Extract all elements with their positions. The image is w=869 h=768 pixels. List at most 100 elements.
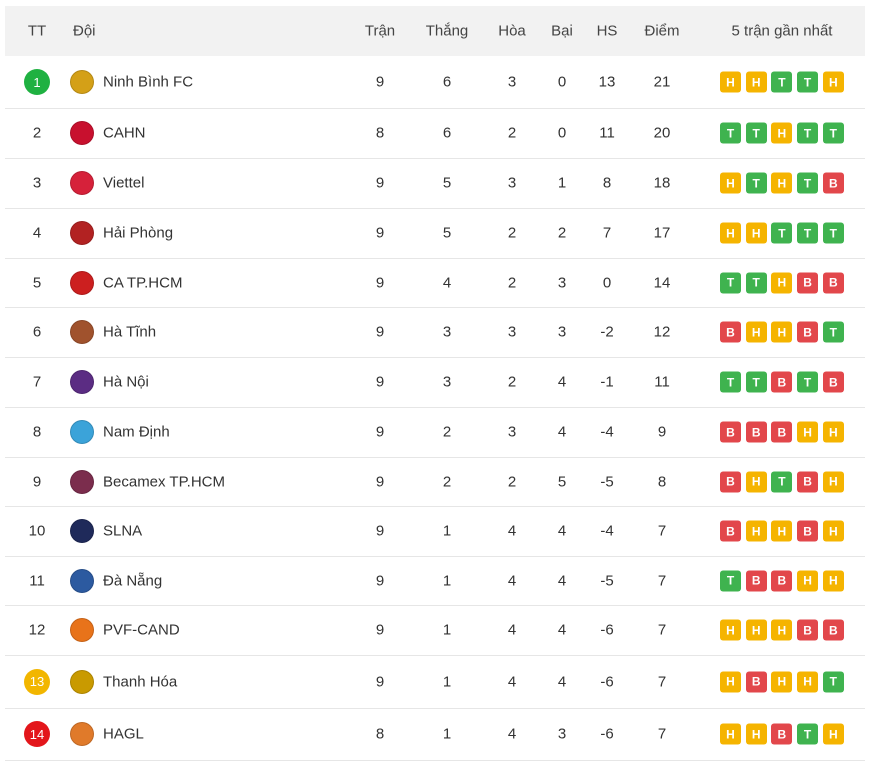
gd: -6 xyxy=(600,725,614,743)
form-result: H xyxy=(797,671,819,692)
form-result: B xyxy=(720,321,741,343)
form-result: H xyxy=(822,71,844,93)
header-played: Trận xyxy=(364,22,396,40)
form-result: H xyxy=(822,421,844,443)
points: 14 xyxy=(653,274,671,291)
form-result: T xyxy=(771,71,793,93)
team-name: SLNA xyxy=(103,522,143,540)
lost: 4 xyxy=(557,621,567,639)
form-result: B xyxy=(822,172,844,194)
rank-badge: 1 xyxy=(24,69,50,95)
drawn: 2 xyxy=(507,124,517,142)
drawn: 3 xyxy=(507,423,517,441)
won: 2 xyxy=(442,473,452,490)
team-name: CA TP.HCM xyxy=(103,274,183,291)
lost: 0 xyxy=(557,73,567,91)
points: 11 xyxy=(654,373,670,391)
form-result: B xyxy=(771,570,793,591)
drawn: 4 xyxy=(507,522,517,540)
form-result: B xyxy=(797,272,819,293)
gd: 7 xyxy=(602,224,612,242)
form-result: H xyxy=(745,471,767,492)
header-points: Điểm xyxy=(644,22,680,40)
form-result: B xyxy=(720,421,741,443)
points: 7 xyxy=(657,572,667,589)
row-separator xyxy=(5,158,865,159)
points: 8 xyxy=(657,473,667,490)
form-result: H xyxy=(720,71,741,93)
form-result: T xyxy=(797,172,819,194)
team-logo xyxy=(70,618,94,642)
form-result: H xyxy=(720,619,741,641)
form-result: T xyxy=(797,723,819,745)
team-name: Hà Nội xyxy=(103,373,149,391)
team-name: Becamex TP.HCM xyxy=(103,473,225,490)
lost: 5 xyxy=(557,473,567,490)
team-logo xyxy=(70,519,94,543)
header-lost: Bại xyxy=(551,22,573,40)
lost: 3 xyxy=(557,274,567,291)
form-result: T xyxy=(745,172,767,194)
drawn: 2 xyxy=(507,473,517,490)
points: 17 xyxy=(653,224,671,242)
rank: 8 xyxy=(32,423,42,441)
row-separator xyxy=(5,357,865,358)
form-result: H xyxy=(745,723,767,745)
team-name: Viettel xyxy=(103,174,145,192)
form-result: H xyxy=(797,570,819,591)
team-logo xyxy=(70,221,94,245)
rank: 12 xyxy=(28,621,46,639)
gd: -6 xyxy=(600,621,614,639)
gd: -4 xyxy=(600,423,614,441)
team-name: Hà Tĩnh xyxy=(103,323,157,341)
played: 9 xyxy=(375,423,385,441)
drawn: 4 xyxy=(507,725,517,743)
row-separator xyxy=(5,760,865,761)
played: 9 xyxy=(375,522,385,540)
header-drawn: Hòa xyxy=(498,22,526,40)
lost: 4 xyxy=(557,572,567,589)
rank: 7 xyxy=(32,373,42,391)
gd: -5 xyxy=(600,473,614,490)
gd: 0 xyxy=(602,274,612,291)
drawn: 2 xyxy=(507,274,517,291)
form-result: T xyxy=(720,371,741,393)
played: 9 xyxy=(375,473,385,490)
row-separator xyxy=(5,605,865,606)
form-result: H xyxy=(771,619,793,641)
form-result: T xyxy=(771,471,793,492)
row-separator xyxy=(5,407,865,408)
points: 7 xyxy=(657,621,667,639)
form-result: H xyxy=(745,520,767,542)
form-result: H xyxy=(745,71,767,93)
gd: -5 xyxy=(600,572,614,589)
played: 9 xyxy=(375,174,385,192)
row-separator xyxy=(5,655,865,656)
form-result: H xyxy=(797,421,819,443)
form-result: T xyxy=(822,122,844,144)
lost: 1 xyxy=(557,174,567,192)
form-result: T xyxy=(745,272,767,293)
form-result: H xyxy=(771,272,793,293)
won: 3 xyxy=(442,323,452,341)
rank: 11 xyxy=(29,572,45,589)
team-logo xyxy=(70,420,94,444)
form-result: H xyxy=(720,222,741,244)
drawn: 3 xyxy=(507,323,517,341)
header-form: 5 trận gần nhất xyxy=(731,22,833,40)
won: 4 xyxy=(442,274,452,291)
form-result: B xyxy=(771,421,793,443)
won: 5 xyxy=(442,224,452,242)
won: 1 xyxy=(442,673,452,690)
form-result: H xyxy=(745,619,767,641)
team-logo xyxy=(70,669,94,694)
row-separator xyxy=(5,506,865,507)
won: 1 xyxy=(442,522,452,540)
form-result: H xyxy=(720,723,741,745)
lost: 4 xyxy=(557,522,567,540)
row-separator xyxy=(5,556,865,557)
lost: 4 xyxy=(557,673,567,690)
form-result: B xyxy=(822,619,844,641)
drawn: 3 xyxy=(507,73,517,91)
rank: 10 xyxy=(28,522,46,540)
